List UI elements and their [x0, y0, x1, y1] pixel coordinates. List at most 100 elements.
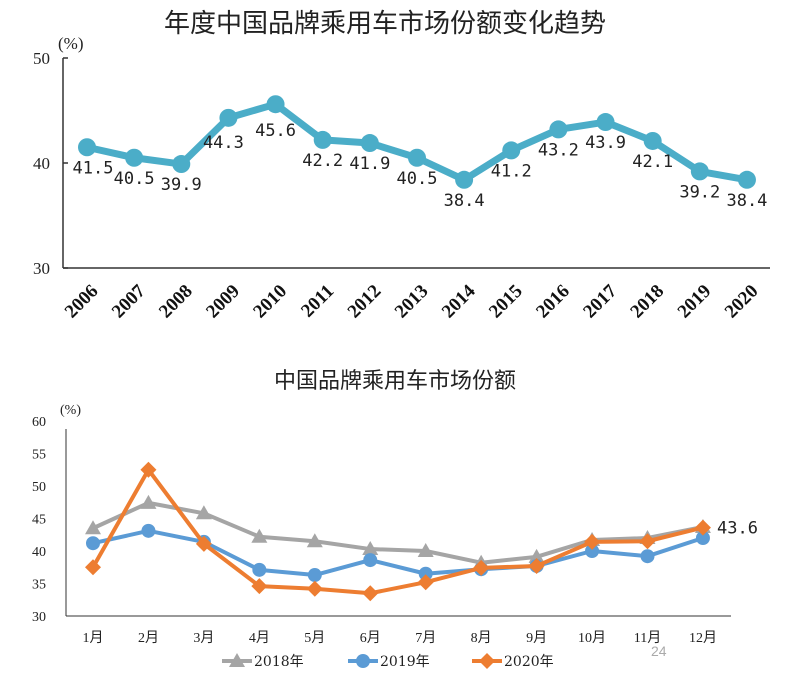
x-tick-label: 2018: [626, 281, 668, 323]
data-point: [528, 548, 545, 563]
x-tick-label: 2009: [202, 281, 244, 323]
data-point: [362, 541, 379, 556]
x-tick-label: 2014: [438, 280, 480, 322]
data-point: [528, 557, 545, 574]
data-point: [363, 553, 378, 568]
data-point: [85, 559, 101, 576]
x-tick-label: 2012: [344, 281, 386, 323]
data-point: [86, 536, 100, 551]
data-point: [690, 162, 709, 181]
data-point: [737, 170, 756, 189]
data-point: [141, 523, 156, 538]
series-line-2020年: [91, 467, 704, 596]
x-tick-label: 2006: [61, 281, 103, 323]
data-point: [584, 533, 601, 550]
data-label: 42.1: [632, 152, 673, 172]
data-point: [307, 568, 322, 583]
x-tick-label: 2015: [485, 281, 527, 323]
y-tick-label: 40: [33, 154, 50, 173]
y-tick-label: 40: [32, 545, 46, 560]
data-point: [502, 141, 521, 160]
data-point: [195, 535, 212, 552]
data-point: [596, 113, 615, 132]
data-label: 41.2: [491, 161, 532, 181]
x-tick-label: 5月: [304, 630, 325, 646]
data-point: [219, 108, 238, 127]
legend-marker: [356, 654, 370, 668]
x-tick-label: 12月: [689, 630, 717, 646]
series-line-2019年: [92, 528, 704, 578]
data-point: [362, 585, 379, 602]
data-label-annotation: 43.6: [717, 519, 758, 539]
data-point: [360, 134, 379, 153]
data-point: [418, 566, 433, 581]
data-point: [266, 95, 285, 114]
x-tick-label: 6月: [360, 630, 381, 646]
x-tick-label: 8月: [471, 630, 492, 646]
legend-marker: [229, 653, 245, 667]
series-line-2018年: [92, 500, 704, 565]
x-tick-label: 10月: [578, 630, 606, 646]
x-tick-label: 2008: [155, 281, 197, 323]
data-point: [455, 170, 474, 189]
data-point: [195, 505, 212, 520]
data-point: [125, 148, 144, 167]
chart2-plot: 30 35 40 45 50 55 60 1月 2月 3月 4月 5月 6月 7月 8月 9月 10月 11月 12…: [32, 415, 758, 670]
x-tick-label: 2013: [391, 281, 433, 323]
data-point: [417, 574, 434, 591]
data-point: [251, 528, 268, 543]
data-point: [694, 519, 711, 536]
chart1-title: 年度中国品牌乘用车市场份额变化趋势: [164, 9, 606, 39]
data-point: [549, 120, 568, 139]
legend-label: 2018年: [254, 654, 304, 670]
data-point: [306, 533, 323, 548]
data-point: [407, 148, 426, 167]
chart2-ylabel: (%): [60, 403, 81, 418]
y-tick-label: 50: [33, 49, 50, 68]
x-tick-label: 1月: [83, 630, 104, 646]
data-point: [313, 130, 332, 149]
x-tick-label: 2007: [108, 280, 150, 322]
x-tick-label: 2017: [579, 280, 621, 322]
data-label: 45.6: [255, 121, 296, 141]
data-point: [85, 520, 101, 535]
data-point: [78, 138, 96, 157]
y-tick-label: 50: [32, 480, 46, 495]
x-tick-label: 2016: [532, 281, 574, 323]
legend-label: 2020年: [504, 654, 554, 670]
y-tick-label: 60: [32, 415, 46, 430]
data-label: 40.5: [397, 169, 438, 189]
data-label: 42.2: [302, 151, 343, 171]
y-tick-label: 45: [32, 513, 46, 528]
data-point: [640, 549, 655, 564]
data-label: 39.9: [161, 175, 202, 195]
page-number: 24: [651, 643, 667, 659]
legend-label: 2019年: [380, 654, 430, 670]
data-label: 43.2: [538, 140, 579, 160]
data-point: [585, 544, 600, 558]
y-tick-label: 30: [32, 610, 46, 625]
data-point: [252, 562, 267, 577]
data-point: [417, 543, 434, 557]
chart2-title: 中国品牌乘用车市场份额: [274, 369, 516, 394]
y-tick-label: 35: [32, 578, 46, 593]
chart1-ylabel: (%): [58, 34, 83, 53]
data-label: 41.5: [73, 158, 114, 178]
data-label: 40.5: [114, 169, 155, 189]
data-point: [140, 494, 157, 509]
data-point: [639, 533, 656, 550]
data-label: 41.9: [349, 154, 390, 174]
data-point: [251, 578, 268, 595]
x-tick-label: 9月: [526, 630, 547, 646]
x-tick-label: 2020: [721, 281, 763, 323]
data-point: [172, 155, 191, 174]
data-point: [473, 559, 490, 576]
x-tick-label: 3月: [193, 630, 214, 646]
data-label: 44.3: [203, 133, 244, 153]
data-label: 38.4: [444, 191, 485, 211]
data-point: [306, 580, 323, 597]
y-tick-label: 55: [32, 448, 46, 463]
data-point: [140, 461, 157, 478]
